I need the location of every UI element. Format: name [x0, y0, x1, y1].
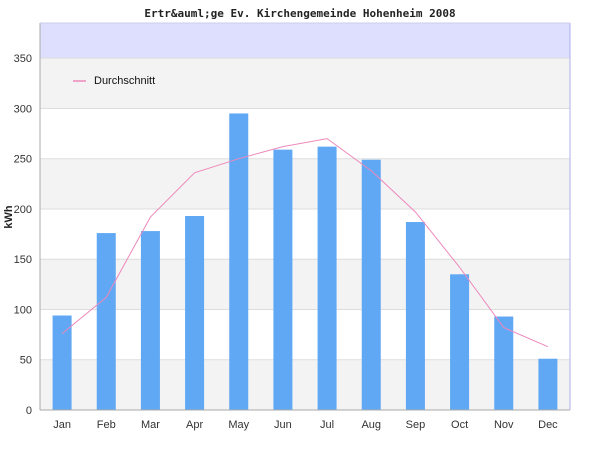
x-tick-label: Aug — [361, 419, 381, 431]
chart-title: Ertr&auml;ge Ev. Kirchengemeinde Hohenhe… — [144, 7, 455, 20]
plot-band — [40, 108, 570, 159]
y-tick-label: 300 — [14, 103, 32, 115]
plot-top-band — [40, 23, 570, 59]
plot-band — [40, 208, 570, 260]
bar-mar — [140, 231, 160, 410]
y-tick-label: 0 — [26, 405, 32, 417]
bar-sep — [405, 222, 425, 410]
plot-band — [40, 259, 570, 310]
bar-jul — [317, 146, 337, 410]
legend-label: Durchschnitt — [94, 75, 155, 87]
plot-band — [40, 58, 570, 109]
y-axis-label: kWh — [3, 205, 15, 229]
x-tick-label: Oct — [451, 419, 468, 431]
y-tick-label: 200 — [14, 204, 32, 216]
x-tick-label: Nov — [494, 419, 514, 431]
x-tick-label: Jan — [53, 419, 71, 431]
bar-apr — [185, 215, 205, 410]
x-tick-label: Feb — [97, 419, 116, 431]
bar-feb — [96, 233, 116, 410]
y-tick-label: 350 — [14, 53, 32, 65]
y-tick-label: 250 — [14, 154, 32, 166]
average-line — [61, 138, 549, 348]
bar-aug — [361, 159, 381, 410]
x-tick-label: Jul — [320, 419, 334, 431]
plot-band — [40, 359, 570, 410]
y-tick-label: 100 — [14, 304, 32, 316]
bar-oct — [450, 274, 470, 410]
bar-dec — [538, 358, 558, 410]
x-tick-label: Dec — [538, 419, 558, 431]
y-tick-label: 50 — [20, 355, 32, 367]
plot-background — [40, 23, 570, 410]
legend: Durchschnitt — [73, 75, 155, 87]
bar-jan — [52, 315, 72, 410]
x-tick-label: Apr — [186, 419, 203, 431]
x-tick-label: Jun — [274, 419, 292, 431]
bar-may — [229, 113, 249, 410]
x-tick-label: May — [228, 419, 249, 431]
bar-jun — [273, 149, 293, 410]
axes — [39, 22, 571, 411]
average-line-series — [61, 138, 549, 348]
y-tick-label: 150 — [14, 254, 32, 266]
plot-band — [40, 158, 570, 209]
grid-lines — [40, 57, 570, 361]
y-tick-labels: 0 50 100 150 200 250 300 350 — [14, 53, 32, 417]
x-tick-labels: Jan Feb Mar Apr May Jun Jul Aug Sep Oct Nov Dec — [53, 419, 558, 431]
plot-band — [40, 309, 570, 360]
bar-nov — [494, 316, 514, 410]
bar-series — [52, 113, 558, 410]
x-tick-label: Sep — [406, 419, 426, 431]
x-tick-label: Mar — [141, 419, 160, 431]
